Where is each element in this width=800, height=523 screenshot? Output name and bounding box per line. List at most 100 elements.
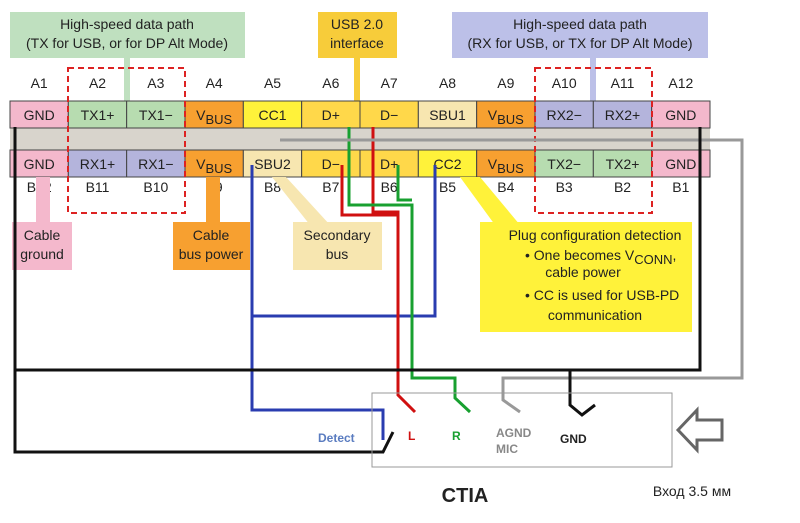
pin-name: GND	[24, 107, 55, 123]
pin-id: A1	[31, 75, 48, 91]
pin-name-sub: BUS	[205, 112, 232, 127]
wire	[347, 127, 472, 414]
pin-name-main: V	[488, 107, 498, 123]
callout-text: bus	[326, 246, 349, 262]
header-text: interface	[330, 35, 384, 51]
header-text: (RX for USB, or TX for DP Alt Mode)	[467, 35, 692, 51]
callout-text: bus power	[179, 246, 244, 262]
callout-text: Secondary	[304, 227, 371, 243]
pin-name: D−	[380, 107, 398, 123]
label-detect: Detect	[318, 431, 355, 445]
pin-name-main: D+	[380, 156, 398, 172]
header-box	[318, 12, 397, 58]
pin-name: GND	[665, 107, 696, 123]
pin-id: B11	[86, 179, 110, 195]
callouts: Cable ground Cable bus power Secondary b…	[12, 177, 692, 332]
headers: High-speed data path (TX for USB, or for…	[10, 12, 708, 101]
pin-name-main: D+	[322, 107, 340, 123]
pin-name: TX1+	[81, 107, 115, 123]
pin-name: TX1−	[139, 107, 173, 123]
pin-id: B10	[143, 179, 168, 195]
pin-id: A8	[439, 75, 456, 91]
dashed-group	[67, 67, 186, 214]
pin	[651, 100, 711, 129]
wire	[568, 370, 596, 417]
pin-id: B1	[672, 179, 689, 195]
header-box	[10, 12, 245, 58]
pin-name: SBU1	[429, 107, 466, 123]
pin-name-main: D−	[380, 107, 398, 123]
pin-name-main: CC2	[433, 156, 461, 172]
pin-id: B3	[556, 179, 573, 195]
wire	[396, 165, 412, 202]
pin	[592, 100, 653, 129]
pin-id: A5	[264, 75, 281, 91]
pin-name: CC1	[258, 107, 286, 123]
connector	[206, 177, 220, 227]
header-text: (TX for USB, or for DP Alt Mode)	[26, 35, 228, 51]
pin	[9, 149, 69, 178]
arrow	[675, 406, 724, 454]
wire	[280, 138, 744, 414]
pin-id: A6	[322, 75, 339, 91]
pin-id: A12	[668, 75, 693, 91]
callout-box	[480, 222, 692, 332]
pin-id: A7	[381, 75, 398, 91]
connector	[36, 177, 50, 227]
pin	[534, 149, 594, 178]
pin-name-main: RX1−	[138, 156, 173, 172]
pin-id: B7	[322, 179, 339, 195]
pin-name: RX2+	[605, 107, 640, 123]
pin-id: A4	[206, 75, 223, 91]
label-r: R	[452, 429, 461, 443]
jack-box	[371, 392, 673, 468]
callout-box	[293, 222, 382, 270]
pin-name: CC2	[433, 156, 461, 172]
pin	[126, 100, 186, 129]
pin-name: VBUS	[196, 107, 232, 127]
pin-name: TX2+	[606, 156, 640, 172]
pin-name-main: CC1	[258, 107, 286, 123]
pin-name: GND	[24, 156, 55, 172]
pin-name-main: GND	[665, 156, 696, 172]
pin-name: RX1−	[138, 156, 173, 172]
pin-id: A3	[147, 75, 164, 91]
pin-name-sub: BUS	[497, 161, 524, 176]
header-text: High-speed data path	[513, 16, 647, 32]
title: CTIA	[442, 485, 489, 507]
callout-text: cable power	[545, 264, 621, 280]
pin-id: B4	[497, 179, 514, 195]
wire	[15, 127, 702, 372]
wire	[252, 165, 437, 318]
pin-name-main: V	[196, 107, 206, 123]
pin-name-main: TX2−	[547, 156, 581, 172]
pin-name-main: TX2+	[606, 156, 640, 172]
pin-name: D+	[380, 156, 398, 172]
pin-name: GND	[665, 156, 696, 172]
pin-name: VBUS	[488, 156, 524, 176]
pin-name-main: GND	[24, 156, 55, 172]
jack-labels: Detect L R AGND MIC GND	[318, 426, 587, 456]
pin	[592, 149, 653, 178]
pin-name: RX2−	[546, 107, 581, 123]
pin-name-main: TX1−	[139, 107, 173, 123]
connector	[460, 177, 520, 225]
pin-id: B2	[614, 179, 631, 195]
label-l: L	[408, 429, 415, 443]
pin-id: A10	[552, 75, 577, 91]
pin	[9, 100, 69, 129]
callout-box	[173, 222, 250, 270]
callout-text: Plug configuration detection	[509, 227, 682, 243]
wire	[340, 165, 398, 217]
header-text: USB 2.0	[331, 16, 383, 32]
label-gnd: GND	[560, 432, 587, 446]
pin-name-main: SBU2	[254, 156, 291, 172]
pin-id: A11	[611, 75, 635, 91]
pin	[359, 149, 419, 178]
pin	[476, 149, 536, 178]
callout-box	[12, 222, 72, 270]
pin-name-main: TX1+	[81, 107, 115, 123]
callout-text: Cable	[193, 227, 230, 243]
wires	[13, 127, 744, 454]
pin-name-main: RX1+	[80, 156, 115, 172]
